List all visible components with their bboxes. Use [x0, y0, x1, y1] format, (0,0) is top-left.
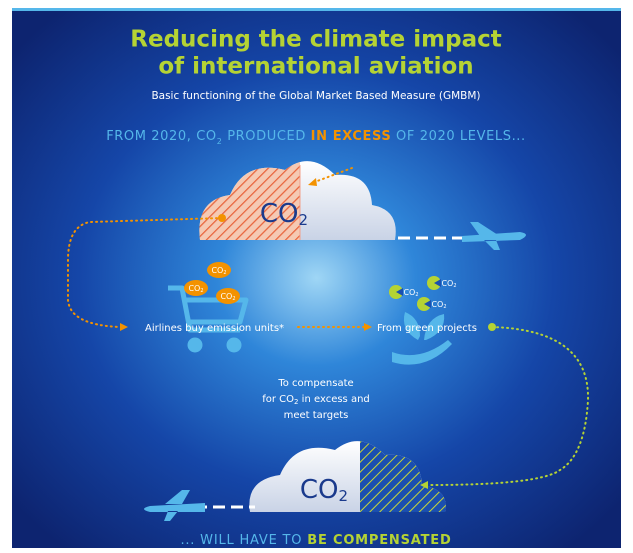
- page: CO2CO2CO2CO2CO2CO2 Reducing the climate …: [0, 0, 633, 553]
- title-line: of international aviation: [158, 54, 473, 80]
- coin: CO2: [216, 288, 240, 304]
- top-strip: [12, 8, 621, 11]
- infographic: CO2CO2CO2CO2CO2CO2 Reducing the climate …: [0, 0, 633, 553]
- banner-highlight: BE COMPENSATED: [307, 533, 451, 548]
- coin-text: CO: [220, 292, 232, 301]
- compensate-line: for CO2 in excess and: [262, 394, 370, 406]
- coin-text: CO: [211, 266, 223, 275]
- coin-sub: 2: [453, 283, 456, 289]
- coin-sub: 2: [200, 288, 203, 294]
- banner-part: ... WILL HAVE TO: [180, 533, 307, 548]
- top-banner: FROM 2020, CO2 PRODUCED IN EXCESS OF 202…: [106, 129, 526, 146]
- coin-text: CO: [188, 284, 200, 293]
- airlines-label: Airlines buy emission units*: [145, 323, 284, 334]
- banner-part: OF 2020 LEVELS...: [391, 129, 525, 144]
- cloud-sub: 2: [299, 211, 309, 229]
- coin-sub: 2: [223, 270, 226, 276]
- cloud-text: CO: [260, 199, 299, 229]
- coin-sub: 2: [415, 292, 418, 298]
- coin: CO2: [184, 280, 208, 296]
- banner-highlight: IN EXCESS: [311, 129, 392, 144]
- coin-text: CO: [403, 288, 415, 297]
- coin: CO2: [207, 262, 231, 278]
- cloud-text: CO: [300, 475, 339, 505]
- compensate-line: To compensate: [277, 378, 353, 389]
- compensate-part: in excess and: [299, 394, 370, 405]
- coin-text: CO: [431, 300, 443, 309]
- green-dot: [488, 323, 496, 331]
- banner-part: PRODUCED: [222, 129, 310, 144]
- bottom-banner: ... WILL HAVE TO BE COMPENSATED: [180, 533, 451, 548]
- compensate-line: meet targets: [284, 410, 349, 421]
- cloud-sub: 2: [339, 487, 349, 505]
- title-line: Reducing the climate impact: [130, 27, 501, 53]
- banner-part: FROM 2020, CO: [106, 129, 217, 144]
- coin-sub: 2: [232, 296, 235, 302]
- green-label: From green projects: [377, 323, 477, 334]
- compensate-part: for CO: [262, 394, 294, 405]
- subtitle: Basic functioning of the Global Market B…: [151, 90, 480, 102]
- coin-text: CO: [441, 279, 453, 288]
- coin-sub: 2: [443, 304, 446, 310]
